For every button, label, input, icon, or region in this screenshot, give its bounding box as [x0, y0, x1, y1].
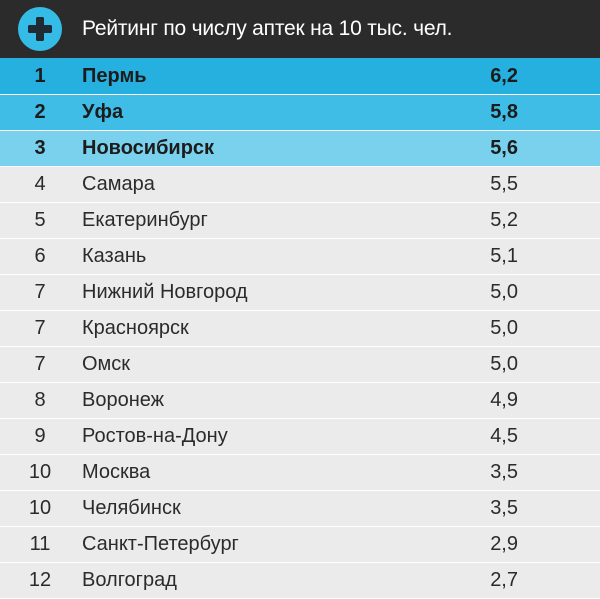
value-cell: 6,2	[490, 64, 518, 87]
city-cell: Волгоград	[82, 569, 177, 591]
rank-cell: 9	[34, 425, 46, 447]
table-row: 8 Воронеж 4,9	[0, 383, 600, 419]
value-cell: 2,9	[490, 533, 518, 555]
rank-cell: 3	[34, 137, 46, 159]
table-row: 6 Казань 5,1	[0, 239, 600, 275]
city-cell: Челябинск	[82, 497, 181, 519]
table-row: 12 Волгоград 2,7	[0, 563, 600, 599]
rank-cell: 4	[34, 173, 46, 195]
page-title: Рейтинг по числу аптек на 10 тыс. чел.	[82, 17, 453, 40]
value-cell: 5,5	[490, 173, 518, 195]
table-row: 7 Красноярск 5,0	[0, 311, 600, 347]
plus-circle-icon	[18, 7, 62, 51]
rank-cell: 7	[34, 353, 46, 375]
value-cell: 5,1	[490, 245, 518, 267]
city-cell: Санкт-Петербург	[82, 533, 239, 555]
city-cell: Самара	[82, 173, 155, 195]
table-row: 9 Ростов-на-Дону 4,5	[0, 419, 600, 455]
value-cell: 4,5	[490, 425, 518, 447]
rank-cell: 5	[34, 209, 46, 231]
value-cell: 5,0	[490, 317, 518, 339]
city-cell: Екатеринбург	[82, 209, 208, 231]
table-row: 1 Пермь 6,2	[0, 58, 600, 95]
rank-cell: 6	[34, 245, 46, 267]
city-cell: Москва	[82, 461, 151, 483]
table-row: 3 Новосибирск 5,6	[0, 131, 600, 167]
city-cell: Воронеж	[82, 389, 165, 411]
table-row: 10 Челябинск 3,5	[0, 491, 600, 527]
value-cell: 5,0	[490, 353, 518, 375]
city-cell: Уфа	[82, 101, 124, 123]
city-cell: Новосибирск	[82, 137, 215, 159]
table-row: 2 Уфа 5,8	[0, 95, 600, 131]
plus-icon	[28, 17, 52, 41]
city-cell: Нижний Новгород	[82, 281, 248, 303]
table-row: 10 Москва 3,5	[0, 455, 600, 491]
rank-cell: 7	[34, 281, 46, 303]
value-cell: 3,5	[490, 497, 518, 519]
value-cell: 3,5	[490, 461, 518, 483]
rank-cell: 8	[34, 389, 46, 411]
city-cell: Красноярск	[82, 317, 189, 339]
value-cell: 5,2	[490, 209, 518, 231]
value-cell: 4,9	[490, 389, 518, 411]
rank-cell: 2	[34, 101, 46, 123]
table-row: 4 Самара 5,5	[0, 167, 600, 203]
city-cell: Казань	[82, 245, 147, 267]
header-bar: Рейтинг по числу аптек на 10 тыс. чел.	[0, 0, 600, 58]
table-row: 7 Омск 5,0	[0, 347, 600, 383]
rank-cell: 1	[34, 64, 46, 87]
city-cell: Омск	[82, 353, 131, 375]
value-cell: 5,6	[490, 137, 518, 159]
table-row: 7 Нижний Новгород 5,0	[0, 275, 600, 311]
rank-cell: 10	[28, 497, 52, 519]
city-cell: Пермь	[82, 64, 147, 87]
rank-cell: 10	[28, 461, 52, 483]
value-cell: 5,0	[490, 281, 518, 303]
rank-cell: 12	[28, 569, 52, 591]
rank-cell: 11	[29, 533, 51, 555]
table-row: 11 Санкт-Петербург 2,9	[0, 527, 600, 563]
ranking-table: 1 Пермь 6,2 2 Уфа 5,8 3 Новосибирск 5,6 4 Самара 5,…	[0, 58, 600, 599]
value-cell: 2,7	[490, 569, 518, 591]
value-cell: 5,8	[490, 101, 518, 123]
city-cell: Ростов-на-Дону	[82, 425, 228, 447]
rank-cell: 7	[34, 317, 46, 339]
table-row: 5 Екатеринбург 5,2	[0, 203, 600, 239]
